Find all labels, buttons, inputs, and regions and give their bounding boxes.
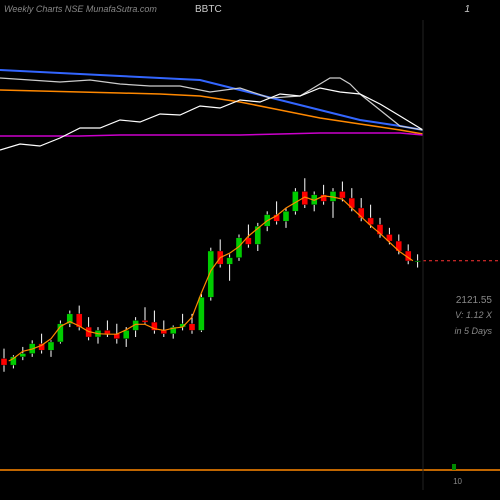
footer-label: 10	[453, 477, 462, 486]
chart-title: Weekly Charts NSE MunafaSutra.com	[4, 4, 157, 14]
days-label: in 5 Days	[454, 326, 492, 336]
timeframe-label: 1	[464, 4, 470, 15]
chart-header: Weekly Charts NSE MunafaSutra.com BBTC 1	[0, 4, 500, 18]
chart-svg	[0, 20, 500, 500]
last-price: 2121.55	[454, 295, 492, 306]
chart-area	[0, 20, 500, 480]
volume-label: V: 1.12 X	[454, 310, 492, 320]
info-panel: 2121.55 V: 1.12 X in 5 Days	[454, 295, 492, 336]
ticker-symbol: BBTC	[195, 4, 222, 15]
